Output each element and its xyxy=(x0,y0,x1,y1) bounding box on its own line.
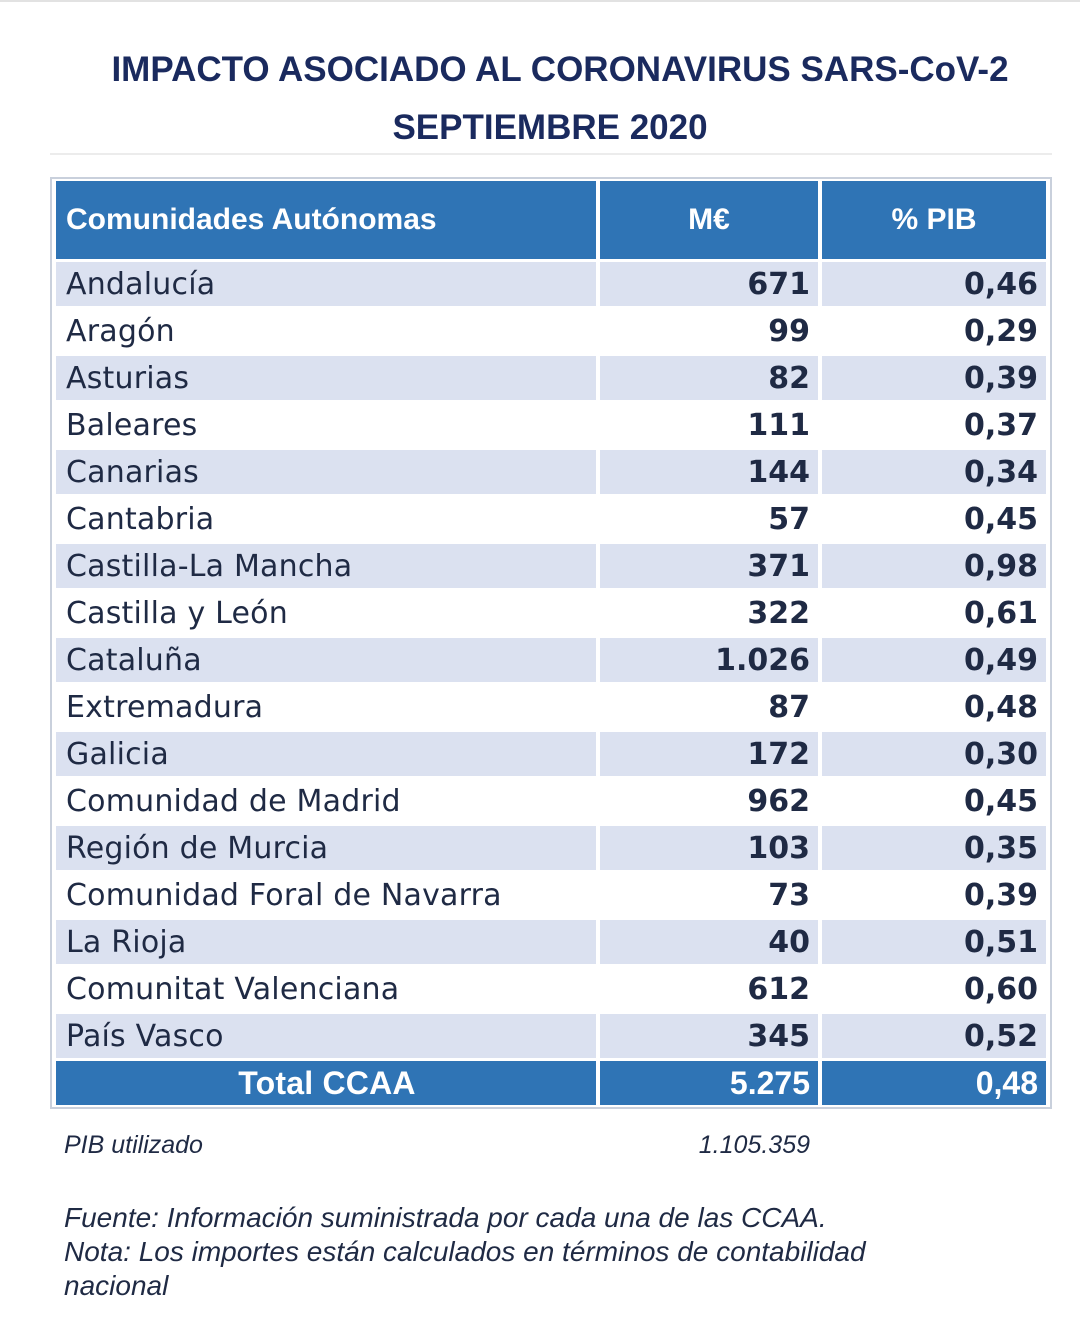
top-divider xyxy=(0,0,1080,2)
meur-cell: 144 xyxy=(600,450,818,494)
meur-cell: 99 xyxy=(600,309,818,353)
table-row: La Rioja 40 0,51 xyxy=(56,920,1046,964)
table-row: País Vasco 345 0,52 xyxy=(56,1014,1046,1058)
table-row: Comunidad Foral de Navarra 73 0,39 xyxy=(56,873,1046,917)
pib-cell: 0,60 xyxy=(822,967,1046,1011)
meur-cell: 612 xyxy=(600,967,818,1011)
meur-cell: 962 xyxy=(600,779,818,823)
pib-value: 1.105.359 xyxy=(698,1131,810,1159)
table-row: Canarias 144 0,34 xyxy=(56,450,1046,494)
pib-label: PIB utilizado xyxy=(64,1131,203,1159)
region-cell: Andalucía xyxy=(56,262,596,306)
table-row: Asturias 82 0,39 xyxy=(56,356,1046,400)
title-divider xyxy=(50,153,1052,155)
pib-cell: 0,48 xyxy=(822,685,1046,729)
region-cell: Comunitat Valenciana xyxy=(56,967,596,1011)
pib-cell: 0,30 xyxy=(822,732,1046,776)
methodology-note-line1: Nota: Los importes están calculados en t… xyxy=(64,1236,866,1267)
meur-cell: 111 xyxy=(600,403,818,447)
pib-cell: 0,39 xyxy=(822,356,1046,400)
region-cell: Región de Murcia xyxy=(56,826,596,870)
footnotes: Fuente: Información suministrada por cad… xyxy=(64,1201,1024,1303)
page-title: IMPACTO ASOCIADO AL CORONAVIRUS SARS-CoV… xyxy=(111,50,1009,89)
region-cell: Castilla y León xyxy=(56,591,596,635)
table-row: Región de Murcia 103 0,35 xyxy=(56,826,1046,870)
table-row: Andalucía 671 0,46 xyxy=(56,262,1046,306)
region-cell: La Rioja xyxy=(56,920,596,964)
pib-cell: 0,98 xyxy=(822,544,1046,588)
pib-cell: 0,61 xyxy=(822,591,1046,635)
table-row: Comunitat Valenciana 612 0,60 xyxy=(56,967,1046,1011)
table-row: Extremadura 87 0,48 xyxy=(56,685,1046,729)
source-note: Fuente: Información suministrada por cad… xyxy=(64,1202,827,1233)
column-header-pib: % PIB xyxy=(822,181,1046,259)
meur-cell: 73 xyxy=(600,873,818,917)
pib-cell: 0,51 xyxy=(822,920,1046,964)
column-header-region: Comunidades Autónomas xyxy=(56,181,596,259)
region-cell: Canarias xyxy=(56,450,596,494)
pib-cell: 0,46 xyxy=(822,262,1046,306)
meur-cell: 103 xyxy=(600,826,818,870)
pib-cell: 0,45 xyxy=(822,497,1046,541)
meur-cell: 87 xyxy=(600,685,818,729)
region-cell: Castilla-La Mancha xyxy=(56,544,596,588)
region-cell: Comunidad Foral de Navarra xyxy=(56,873,596,917)
region-cell: País Vasco xyxy=(56,1014,596,1058)
table-row: Aragón 99 0,29 xyxy=(56,309,1046,353)
total-row: Total CCAA 5.275 0,48 xyxy=(56,1061,1046,1105)
region-cell: Cataluña xyxy=(56,638,596,682)
region-cell: Galicia xyxy=(56,732,596,776)
pib-cell: 0,45 xyxy=(822,779,1046,823)
region-cell: Baleares xyxy=(56,403,596,447)
table-body: Andalucía 671 0,46 Aragón 99 0,29 Asturias 82 0,… xyxy=(56,262,1046,1105)
table-row: Castilla-La Mancha 371 0,98 xyxy=(56,544,1046,588)
page-subtitle: SEPTIEMBRE 2020 xyxy=(392,108,708,147)
meur-cell: 671 xyxy=(600,262,818,306)
table-row: Cataluña 1.026 0,49 xyxy=(56,638,1046,682)
meur-cell: 57 xyxy=(600,497,818,541)
meur-cell: 40 xyxy=(600,920,818,964)
total-label-cell: Total CCAA xyxy=(56,1061,596,1105)
table-row: Comunidad de Madrid 962 0,45 xyxy=(56,779,1046,823)
meur-cell: 322 xyxy=(600,591,818,635)
region-cell: Aragón xyxy=(56,309,596,353)
region-cell: Comunidad de Madrid xyxy=(56,779,596,823)
total-meur-cell: 5.275 xyxy=(600,1061,818,1105)
total-pib-cell: 0,48 xyxy=(822,1061,1046,1105)
region-cell: Cantabria xyxy=(56,497,596,541)
region-cell: Asturias xyxy=(56,356,596,400)
pib-cell: 0,34 xyxy=(822,450,1046,494)
meur-cell: 172 xyxy=(600,732,818,776)
pib-cell: 0,35 xyxy=(822,826,1046,870)
pib-cell: 0,49 xyxy=(822,638,1046,682)
table-header-row: Comunidades Autónomas M€ % PIB xyxy=(56,181,1046,259)
impact-table-container: Comunidades Autónomas M€ % PIB Andalucía… xyxy=(50,177,1052,1109)
pib-cell: 0,29 xyxy=(822,309,1046,353)
meur-cell: 1.026 xyxy=(600,638,818,682)
impact-table: Comunidades Autónomas M€ % PIB Andalucía… xyxy=(52,178,1050,1108)
meur-cell: 82 xyxy=(600,356,818,400)
table-row: Baleares 111 0,37 xyxy=(56,403,1046,447)
column-header-meur: M€ xyxy=(600,181,818,259)
table-row: Galicia 172 0,30 xyxy=(56,732,1046,776)
table-row: Cantabria 57 0,45 xyxy=(56,497,1046,541)
table-row: Castilla y León 322 0,61 xyxy=(56,591,1046,635)
methodology-note-line2: nacional xyxy=(64,1270,169,1301)
pib-cell: 0,37 xyxy=(822,403,1046,447)
region-cell: Extremadura xyxy=(56,685,596,729)
pib-cell: 0,39 xyxy=(822,873,1046,917)
meur-cell: 371 xyxy=(600,544,818,588)
pib-cell: 0,52 xyxy=(822,1014,1046,1058)
meur-cell: 345 xyxy=(600,1014,818,1058)
